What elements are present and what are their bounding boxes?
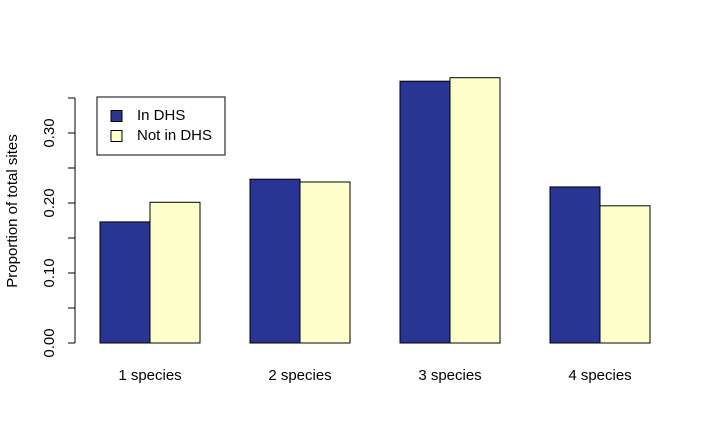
bar [299,181,351,344]
y-tick-label: 0.30 [41,118,58,147]
x-tick-label: 2 species [268,367,331,384]
bar [599,205,651,344]
x-tick-label: 4 species [568,367,631,384]
y-axis-label: Proportion of total sites [4,134,21,287]
x-tick-label: 3 species [418,367,481,384]
bar [249,178,301,344]
y-tick-label: 0.00 [41,328,58,357]
bar [549,186,601,344]
x-tick-label: 1 species [118,367,181,384]
bar [399,80,451,344]
legend-label: Not in DHS [137,127,212,144]
legend-swatch [110,110,123,122]
legend-label: In DHS [137,107,185,124]
legend-box [96,96,226,156]
y-tick-label: 0.20 [41,188,58,217]
bar [149,201,201,344]
legend-swatch [110,130,123,142]
bar [99,221,151,344]
y-tick-label: 0.10 [41,258,58,287]
bar [449,77,501,344]
